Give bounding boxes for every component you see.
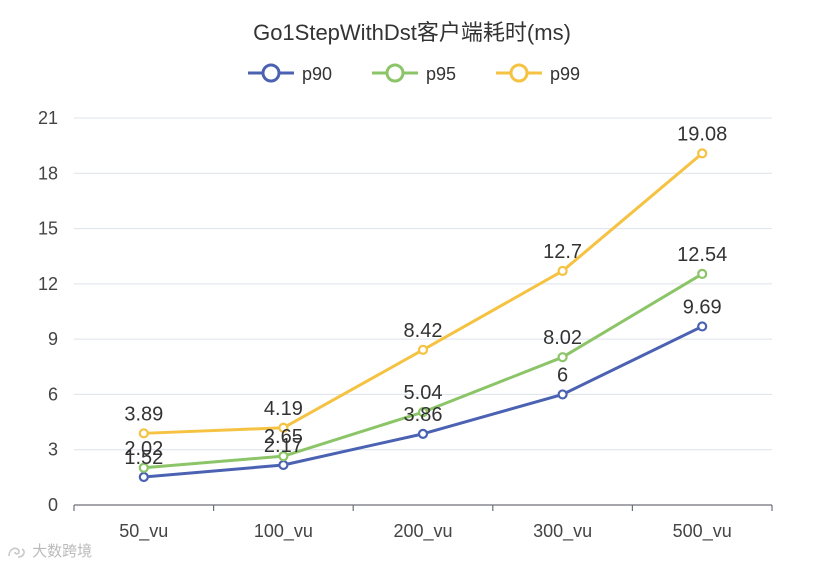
data-label: 3.86 [404, 404, 443, 426]
series-p99 [138, 148, 708, 439]
data-label: 8.42 [404, 320, 443, 342]
data-label: 2.02 [124, 438, 163, 460]
data-point[interactable] [557, 389, 568, 400]
y-tick-label: 3 [48, 440, 58, 460]
legend: p90 p95 p99 [248, 63, 580, 84]
data-point[interactable] [417, 344, 429, 355]
y-tick-label: 21 [38, 108, 58, 128]
data-point[interactable] [557, 352, 568, 363]
data-label: 5.04 [404, 382, 443, 404]
data-point[interactable] [697, 321, 708, 332]
x-axis: 50_vu 100_vu 200_vu 300_vu 500_vu [73, 504, 773, 542]
y-tick-label: 18 [38, 163, 58, 183]
y-axis: 0 3 6 9 12 15 18 21 [38, 108, 58, 515]
data-point[interactable] [557, 265, 568, 277]
legend-item-p90[interactable]: p90 [248, 63, 332, 84]
x-tick-label: 200_vu [393, 521, 452, 542]
x-tick-label: 300_vu [533, 521, 592, 542]
legend-marker-icon [385, 63, 405, 83]
legend-item-p99[interactable]: p99 [496, 63, 580, 84]
data-point[interactable] [278, 451, 289, 462]
x-tick-label: 50_vu [119, 521, 168, 542]
legend-label: p99 [550, 64, 580, 84]
data-point[interactable] [417, 428, 429, 439]
data-point[interactable] [138, 471, 149, 483]
watermark: 大数跨境 [6, 540, 92, 561]
legend-label: p90 [302, 64, 332, 84]
x-tick-label: 500_vu [673, 521, 732, 542]
series-p90 [138, 321, 708, 483]
data-point[interactable] [138, 462, 149, 473]
watermark-text: 大数跨境 [32, 543, 93, 560]
series-group [138, 148, 708, 483]
data-label: 12.7 [543, 241, 582, 263]
data-point[interactable] [278, 459, 289, 471]
y-tick-label: 0 [48, 495, 58, 515]
data-point[interactable] [278, 422, 289, 433]
data-label: 8.02 [543, 327, 582, 349]
data-label: 19.08 [677, 123, 727, 145]
series-p95 [138, 268, 708, 473]
data-label: 12.54 [677, 244, 727, 266]
data-label: 2.65 [264, 426, 303, 448]
data-label: 3.89 [124, 403, 163, 425]
data-point[interactable] [697, 148, 708, 159]
data-point[interactable] [138, 428, 149, 439]
data-label: 1.52 [124, 447, 163, 469]
legend-label: p95 [426, 64, 456, 84]
data-label: 9.69 [683, 296, 722, 318]
x-tick-label: 100_vu [254, 521, 313, 542]
data-point[interactable] [417, 407, 429, 418]
y-tick-label: 9 [48, 329, 58, 349]
y-tick-label: 12 [38, 274, 58, 294]
y-tick-label: 15 [38, 219, 58, 239]
data-label: 2.17 [264, 435, 303, 457]
chart-title: Go1StepWithDst客户端耗时(ms) [253, 20, 571, 45]
data-labels: 1.52 2.17 3.86 6 9.69 2.02 2.65 5.04 8.02 12.54 3.… [124, 123, 727, 469]
data-point[interactable] [697, 268, 708, 280]
swirl-logo-icon [8, 547, 25, 558]
y-tick-label: 6 [48, 384, 58, 404]
grid [74, 117, 772, 451]
data-label: 6 [557, 364, 568, 386]
data-label: 4.19 [264, 398, 303, 420]
legend-marker-icon [509, 63, 529, 83]
legend-item-p95[interactable]: p95 [372, 63, 456, 84]
legend-marker-icon [261, 63, 281, 83]
